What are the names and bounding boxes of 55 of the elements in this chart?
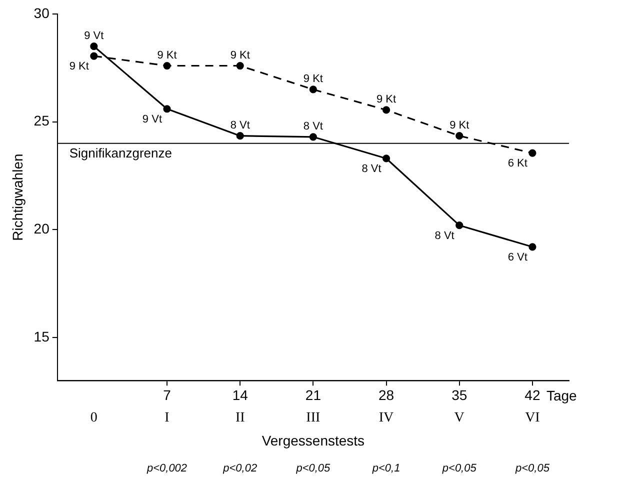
x2-tick-label: 42 (524, 386, 540, 403)
annotation: 9 Kt (69, 60, 89, 73)
y-axis-title: Richtigwahlen (9, 154, 26, 241)
annotation: 9 Kt (450, 119, 470, 132)
annotation: 8 Vt (230, 119, 250, 132)
x2-tick-label: 14 (232, 386, 248, 403)
x-tick-label: II (235, 410, 246, 426)
point (528, 149, 536, 157)
point (163, 105, 171, 113)
x-tick-label: V (454, 410, 464, 426)
point (90, 42, 98, 50)
annotation: 6 Vt (508, 251, 528, 264)
point (456, 132, 464, 140)
point (309, 133, 317, 141)
text: p<0,05 (295, 462, 332, 475)
annotation: 8 Vt (434, 230, 454, 242)
point (382, 154, 390, 162)
annotation: 6 Kt (508, 158, 528, 170)
annotation: 9 Kt (230, 49, 250, 62)
text: p<0,1 (371, 462, 400, 475)
text: p<0,002 (146, 462, 188, 475)
y-tick-label: 25 (34, 112, 50, 129)
x-tick-label: VI (525, 410, 540, 426)
y-tick-label: 15 (34, 328, 50, 344)
point (309, 86, 317, 94)
y-tick-label: 30 (34, 4, 50, 21)
x-tick-label: 0 (90, 410, 98, 426)
point (90, 52, 98, 60)
point (163, 62, 171, 70)
x2-tick-label: 28 (378, 386, 394, 403)
point (456, 222, 464, 230)
annotation: 8 Vt (362, 163, 382, 176)
point (528, 243, 536, 251)
annotation: 8 Vt (303, 120, 323, 132)
x-tick-label: IV (378, 410, 394, 426)
annotation: 9 Vt (142, 113, 162, 126)
text: p<0,02 (222, 462, 258, 475)
annotation: 9 Vt (84, 30, 104, 42)
y-tick-label: 20 (34, 220, 50, 237)
x2-axis-title: Tage (546, 387, 578, 404)
point (382, 106, 390, 114)
annotation: 9 Kt (157, 49, 177, 62)
annotation: 9 Kt (303, 73, 323, 86)
x2-tick-label: 35 (452, 386, 468, 403)
point (236, 132, 244, 140)
x2-tick-label: 7 (163, 386, 172, 403)
x2-tick-label: 21 (305, 386, 322, 403)
point (236, 62, 244, 70)
annotation: 9 Kt (376, 93, 396, 106)
x-axis-title: Vergessenstests (262, 432, 365, 448)
ref-line-label: Signifikanzgrenze (69, 145, 172, 160)
x-tick-label: III (306, 410, 321, 426)
text: p<0,05 (514, 462, 550, 475)
text: p<0,05 (441, 462, 478, 475)
x-tick-label: I (164, 410, 170, 426)
